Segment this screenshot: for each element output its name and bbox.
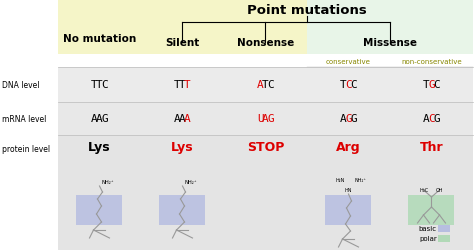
- Text: T: T: [96, 80, 103, 90]
- Text: Silent: Silent: [165, 38, 200, 48]
- Text: C: C: [345, 80, 352, 90]
- Text: A: A: [91, 114, 98, 124]
- Text: T: T: [340, 80, 347, 90]
- Text: HN: HN: [345, 188, 352, 193]
- Text: Lys: Lys: [88, 140, 111, 153]
- Text: G: G: [428, 80, 435, 90]
- Text: U: U: [257, 114, 264, 124]
- Bar: [159, 195, 206, 225]
- Text: STOP: STOP: [247, 140, 284, 153]
- Text: protein level: protein level: [2, 144, 50, 154]
- Text: NH₂⁺: NH₂⁺: [101, 180, 114, 185]
- Text: C: C: [350, 80, 357, 90]
- Text: Lys: Lys: [171, 140, 194, 153]
- Text: A: A: [257, 80, 264, 90]
- Text: G: G: [350, 114, 357, 124]
- Text: A: A: [174, 114, 181, 124]
- Text: mRNA level: mRNA level: [2, 114, 46, 124]
- Text: Missense: Missense: [363, 38, 417, 48]
- Text: OH: OH: [436, 188, 443, 193]
- Text: Thr: Thr: [419, 140, 443, 153]
- Text: G: G: [345, 114, 352, 124]
- Text: A: A: [340, 114, 347, 124]
- Text: T: T: [184, 80, 191, 90]
- Bar: [307, 0, 473, 55]
- Text: T: T: [179, 80, 186, 90]
- Bar: [438, 235, 450, 242]
- Text: Nonsense: Nonsense: [237, 38, 294, 48]
- Text: non-conservative: non-conservative: [401, 58, 462, 64]
- Bar: [326, 195, 372, 225]
- Bar: [141, 0, 307, 55]
- Text: C: C: [433, 80, 440, 90]
- Bar: [409, 195, 455, 225]
- Bar: [58, 0, 141, 55]
- Bar: [58, 68, 473, 250]
- Text: NH₂⁺: NH₂⁺: [184, 180, 197, 185]
- Text: G: G: [433, 114, 440, 124]
- Text: G: G: [101, 114, 108, 124]
- Bar: [438, 225, 450, 232]
- Text: A: A: [262, 114, 269, 124]
- Text: A: A: [179, 114, 186, 124]
- Text: C: C: [101, 80, 108, 90]
- Text: H₃C: H₃C: [419, 188, 428, 193]
- Text: A: A: [96, 114, 103, 124]
- Text: NH₂⁺: NH₂⁺: [355, 178, 366, 183]
- Text: conservative: conservative: [326, 58, 371, 64]
- Text: C: C: [428, 114, 435, 124]
- Text: A: A: [423, 114, 430, 124]
- Text: No mutation: No mutation: [63, 34, 136, 44]
- Text: basic: basic: [419, 226, 437, 232]
- Text: A: A: [184, 114, 191, 124]
- Text: Point mutations: Point mutations: [247, 4, 367, 17]
- Text: H₂N: H₂N: [336, 178, 345, 183]
- Text: T: T: [174, 80, 181, 90]
- Text: polar: polar: [419, 236, 437, 242]
- Bar: [58, 102, 473, 136]
- Text: T: T: [262, 80, 269, 90]
- Text: DNA level: DNA level: [2, 81, 39, 90]
- Text: G: G: [267, 114, 274, 124]
- Text: T: T: [91, 80, 98, 90]
- Text: C: C: [267, 80, 274, 90]
- Text: Arg: Arg: [336, 140, 361, 153]
- Text: T: T: [423, 80, 430, 90]
- Bar: [58, 136, 473, 250]
- Bar: [76, 195, 122, 225]
- Bar: [58, 68, 473, 102]
